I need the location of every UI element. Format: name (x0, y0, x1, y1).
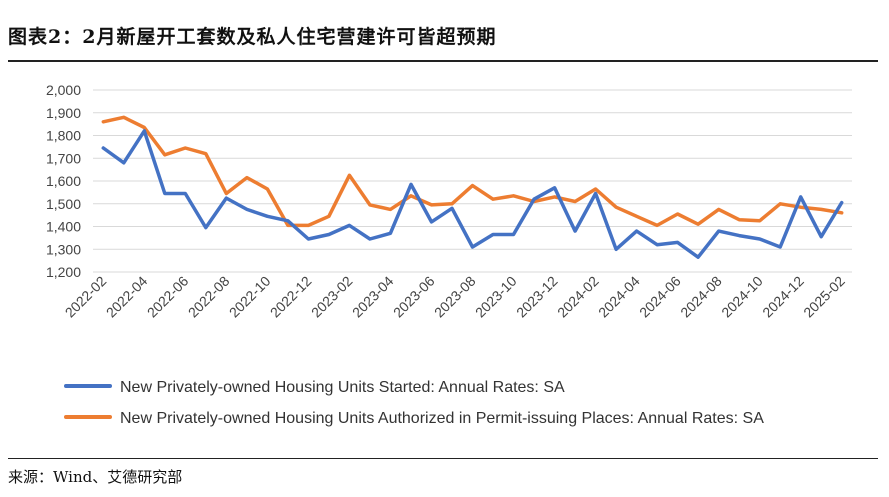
x-tick-label: 2024-08 (677, 273, 725, 321)
x-tick-label: 2023-02 (308, 273, 356, 321)
y-tick-label: 1,700 (46, 150, 81, 166)
x-tick-label: 2025-02 (800, 273, 848, 321)
page-title: 图表2：2月新屋开工套数及私人住宅营建许可皆超预期 (8, 26, 497, 48)
x-tick-label: 2024-10 (718, 273, 766, 321)
x-tick-label: 2022-08 (185, 273, 233, 321)
y-tick-label: 1,500 (46, 196, 81, 212)
line-chart: 1,200 1,300 1,400 1,500 1,600 1,700 1,800 1,900… (46, 82, 852, 427)
x-tick-label: 2023-08 (431, 273, 479, 321)
x-tick-label: 2023-12 (513, 273, 561, 321)
x-tick-label: 2023-06 (390, 273, 438, 321)
y-tick-label: 1,300 (46, 241, 81, 257)
y-tick-label: 1,600 (46, 173, 81, 189)
legend-label: New Privately-owned Housing Units Starte… (120, 379, 565, 396)
x-tick-label: 2024-02 (554, 273, 602, 321)
x-tick-label: 2022-06 (144, 273, 192, 321)
y-tick-label: 1,800 (46, 128, 81, 144)
series-line-permits (101, 115, 844, 228)
x-tick-label: 2022-10 (226, 273, 274, 321)
x-tick-label: 2024-12 (759, 273, 807, 321)
x-tick-label: 2023-04 (349, 273, 397, 321)
title-divider (8, 60, 878, 62)
x-tick-label: 2024-04 (595, 273, 643, 321)
source-note: 来源：Wind、艾德研究部 (8, 468, 183, 486)
footer-divider (8, 458, 878, 459)
x-tick-label: 2022-12 (267, 273, 315, 321)
legend-label: New Privately-owned Housing Units Author… (120, 410, 764, 427)
y-tick-label: 1,900 (46, 105, 81, 121)
y-tick-label: 1,400 (46, 219, 81, 235)
x-tick-label: 2024-06 (636, 273, 684, 321)
y-tick-label: 1,200 (46, 264, 81, 280)
series-line-starts (101, 129, 844, 259)
x-tick-label: 2023-10 (472, 273, 520, 321)
x-tick-label: 2022-04 (103, 273, 151, 321)
y-tick-label: 2,000 (46, 82, 81, 98)
